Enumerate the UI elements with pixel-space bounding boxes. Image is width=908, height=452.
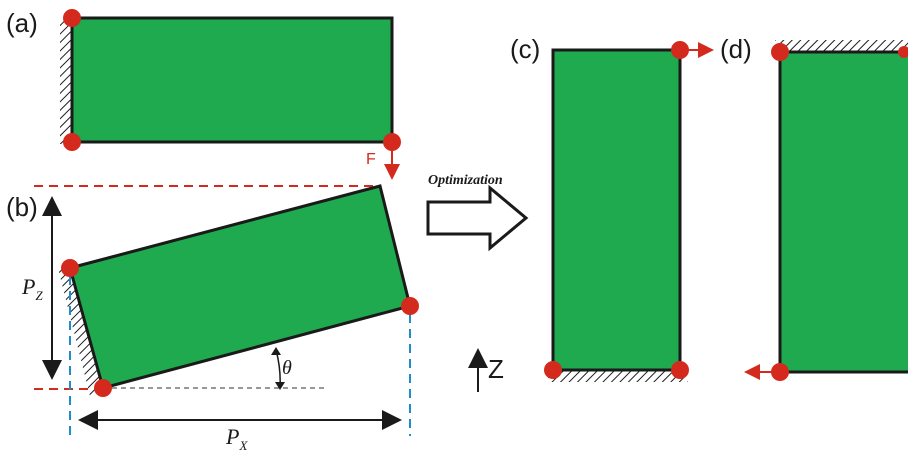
panel-d-beam [778, 50, 908, 374]
panel-c-node-bottom-left [544, 361, 562, 379]
panel-d-node-top-right [898, 46, 908, 58]
panel-b-node-bottom [94, 379, 112, 397]
panel-b-pz-label: PZ [21, 274, 43, 303]
panel-b-node-left [61, 259, 79, 277]
panel-c-support-hatch [548, 370, 688, 382]
panel-b-px-sub: X [238, 438, 248, 452]
panel-d-label: (d) [720, 34, 752, 64]
panel-b-px-main: P [225, 424, 239, 449]
optimization-caption: Optimization [428, 173, 503, 188]
z-axis-label: Z [488, 354, 504, 384]
panel-d: (d) [720, 34, 908, 381]
optimization-transition: Optimization [426, 173, 529, 252]
panel-a-node-bottom-left [63, 133, 81, 151]
panel-c-label: (c) [510, 34, 540, 64]
panel-a-node-bottom-right [383, 133, 401, 151]
panel-a-beam [70, 16, 394, 144]
z-axis-indicator: Z [468, 348, 504, 392]
panel-b-pz-main: P [21, 274, 35, 299]
panel-a-support-hatch [60, 18, 72, 144]
panel-b-angle-arrow-top [271, 347, 281, 355]
panel-b-pz-sub: Z [35, 288, 43, 303]
panel-b-beam [68, 184, 412, 390]
panel-a-node-top-left [63, 9, 81, 27]
panel-a-force-label: F [366, 151, 376, 168]
panel-c-beam [551, 48, 682, 372]
panel-b-node-right [401, 297, 419, 315]
optimization-hollow-arrow [426, 184, 529, 252]
panel-b-angle-label: θ [282, 357, 292, 379]
panel-a-label: (a) [6, 8, 38, 38]
panel-b: (b) PZ θ PX [6, 184, 419, 452]
panel-d-node-top-left [771, 43, 789, 61]
panel-b-angle-arrow-bottom [275, 382, 285, 390]
panel-c: (c) [510, 34, 714, 382]
panel-b-label: (b) [6, 192, 38, 222]
panel-a: (a) F [6, 8, 401, 180]
panel-b-px-label: PX [225, 424, 248, 452]
panel-d-node-bottom-left [771, 363, 789, 381]
panel-c-node-top-right [671, 41, 689, 59]
panel-c-node-bottom-right [671, 361, 689, 379]
panel-d-support-hatch [775, 40, 908, 52]
